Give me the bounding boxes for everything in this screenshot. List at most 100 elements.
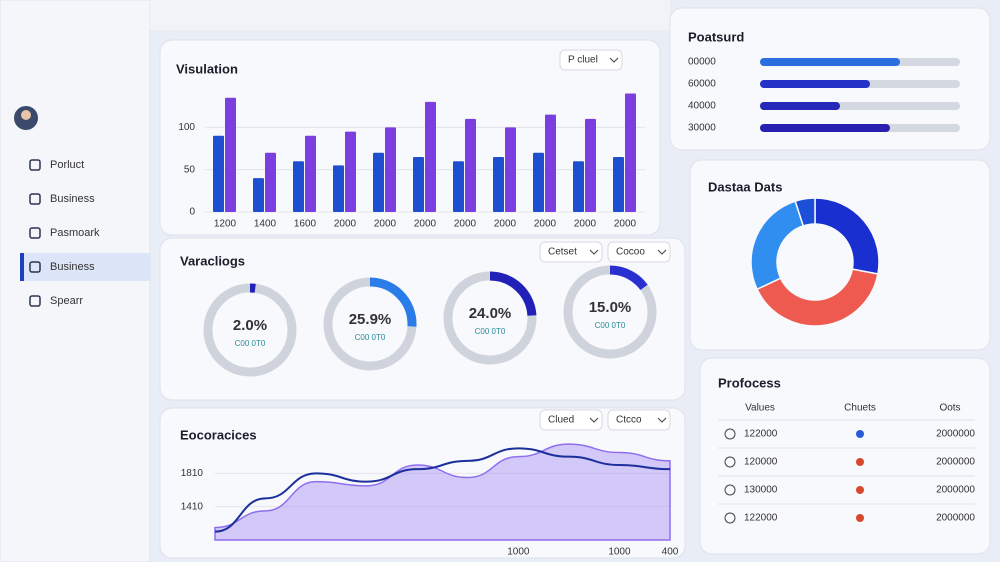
x-tick-label: 1000	[608, 547, 631, 558]
dropdown-label[interactable]: Cetset	[548, 247, 577, 258]
donut-slice	[794, 197, 816, 227]
sidebar-item[interactable]: Pasmoark	[50, 227, 100, 239]
bar	[253, 178, 264, 212]
row-other: 2000000	[936, 485, 975, 496]
sidebar-icon	[29, 227, 41, 239]
table-header: Oots	[939, 403, 960, 414]
x-tick-label: 1000	[507, 547, 530, 558]
gauge-arc	[443, 271, 537, 365]
y-tick-label: 50	[184, 164, 196, 175]
chart-title: Visulation	[176, 61, 238, 76]
bar	[465, 118, 476, 212]
bar	[545, 114, 556, 212]
row-dot	[856, 458, 864, 466]
progress-bar	[760, 58, 900, 66]
x-tick-label: 2000	[534, 219, 557, 230]
dropdown-label[interactable]: Ctcco	[616, 415, 642, 426]
dropdown[interactable]	[539, 241, 603, 263]
gauge-sublabel: C00 0T0	[475, 327, 506, 336]
progress-label: 40000	[688, 101, 716, 112]
bar	[373, 152, 384, 212]
row-icon	[724, 428, 736, 440]
x-tick-label: 2000	[334, 219, 357, 230]
bar	[225, 97, 236, 212]
x-tick-label: 400	[662, 547, 679, 558]
x-tick-label: 2000	[414, 219, 437, 230]
gauge-sublabel: C00 0T0	[235, 339, 266, 348]
progress-bar	[760, 124, 890, 132]
bar	[585, 118, 596, 212]
bar	[385, 127, 396, 212]
panel	[669, 7, 991, 151]
row-other: 2000000	[936, 429, 975, 440]
dropdown[interactable]	[559, 49, 623, 71]
row-value: 120000	[744, 457, 778, 468]
chart-title: Poatsurd	[688, 29, 744, 44]
x-tick-label: 1600	[294, 219, 317, 230]
x-tick-label: 1200	[214, 219, 237, 230]
row-icon	[724, 484, 736, 496]
bar	[213, 135, 224, 212]
bar	[613, 156, 624, 212]
area	[214, 443, 671, 541]
bar	[425, 101, 436, 212]
row-other: 2000000	[936, 457, 975, 468]
bar	[533, 152, 544, 212]
dropdown[interactable]	[539, 409, 603, 431]
row-dot	[856, 486, 864, 494]
dropdown-caret	[609, 57, 619, 63]
x-tick-label: 1400	[254, 219, 277, 230]
progress-bar	[760, 102, 840, 110]
bar	[413, 156, 424, 212]
x-tick-label: 2000	[574, 219, 597, 230]
panel	[699, 357, 991, 555]
bar	[625, 93, 636, 212]
sidebar-active	[20, 253, 150, 281]
top-bar	[150, 0, 670, 30]
dropdown-label[interactable]: P cluel	[568, 55, 598, 66]
panel	[159, 237, 686, 401]
row-dot	[856, 514, 864, 522]
dropdown-label[interactable]: Clued	[548, 415, 574, 426]
y-tick-label: 100	[178, 122, 195, 133]
sidebar-item[interactable]: Business	[50, 193, 95, 205]
x-tick-label: 2000	[494, 219, 517, 230]
sidebar-active-bar	[20, 253, 24, 281]
gauge-value: 2.0%	[233, 317, 267, 334]
table-header: Chuets	[844, 403, 876, 414]
dropdown-label[interactable]: Cocoo	[616, 247, 645, 258]
bar	[453, 161, 464, 212]
row-other: 2000000	[936, 513, 975, 524]
sidebar-icon	[29, 193, 41, 205]
x-tick-label: 2000	[614, 219, 637, 230]
progress-label: 60000	[688, 79, 716, 90]
sidebar-item[interactable]: Porluct	[50, 159, 84, 171]
bar	[505, 127, 516, 212]
chart-title: Eocoracices	[180, 427, 257, 442]
bar	[345, 131, 356, 212]
row-icon	[724, 512, 736, 524]
row-value: 122000	[744, 513, 778, 524]
progress-label: 00000	[688, 57, 716, 68]
gauge-value: 15.0%	[589, 299, 632, 316]
chart-title: Dastaa Dats	[708, 179, 782, 194]
gauge-sublabel: C00 0T0	[595, 321, 626, 330]
bar	[333, 165, 344, 212]
dropdown-caret	[589, 249, 599, 255]
y-tick-label: 0	[189, 207, 195, 218]
table-header: Values	[745, 403, 775, 414]
bar	[305, 135, 316, 212]
progress-label: 30000	[688, 123, 716, 134]
row-dot	[856, 430, 864, 438]
gauge-value: 25.9%	[349, 311, 392, 328]
sidebar-item[interactable]: Spearr	[50, 295, 83, 307]
dropdown[interactable]	[607, 241, 671, 263]
bar	[493, 156, 504, 212]
progress-bar	[760, 80, 870, 88]
y-tick-label: 1810	[181, 468, 204, 479]
gauge-arc	[203, 283, 297, 377]
dropdown[interactable]	[607, 409, 671, 431]
sidebar-item[interactable]: Business	[50, 261, 95, 273]
